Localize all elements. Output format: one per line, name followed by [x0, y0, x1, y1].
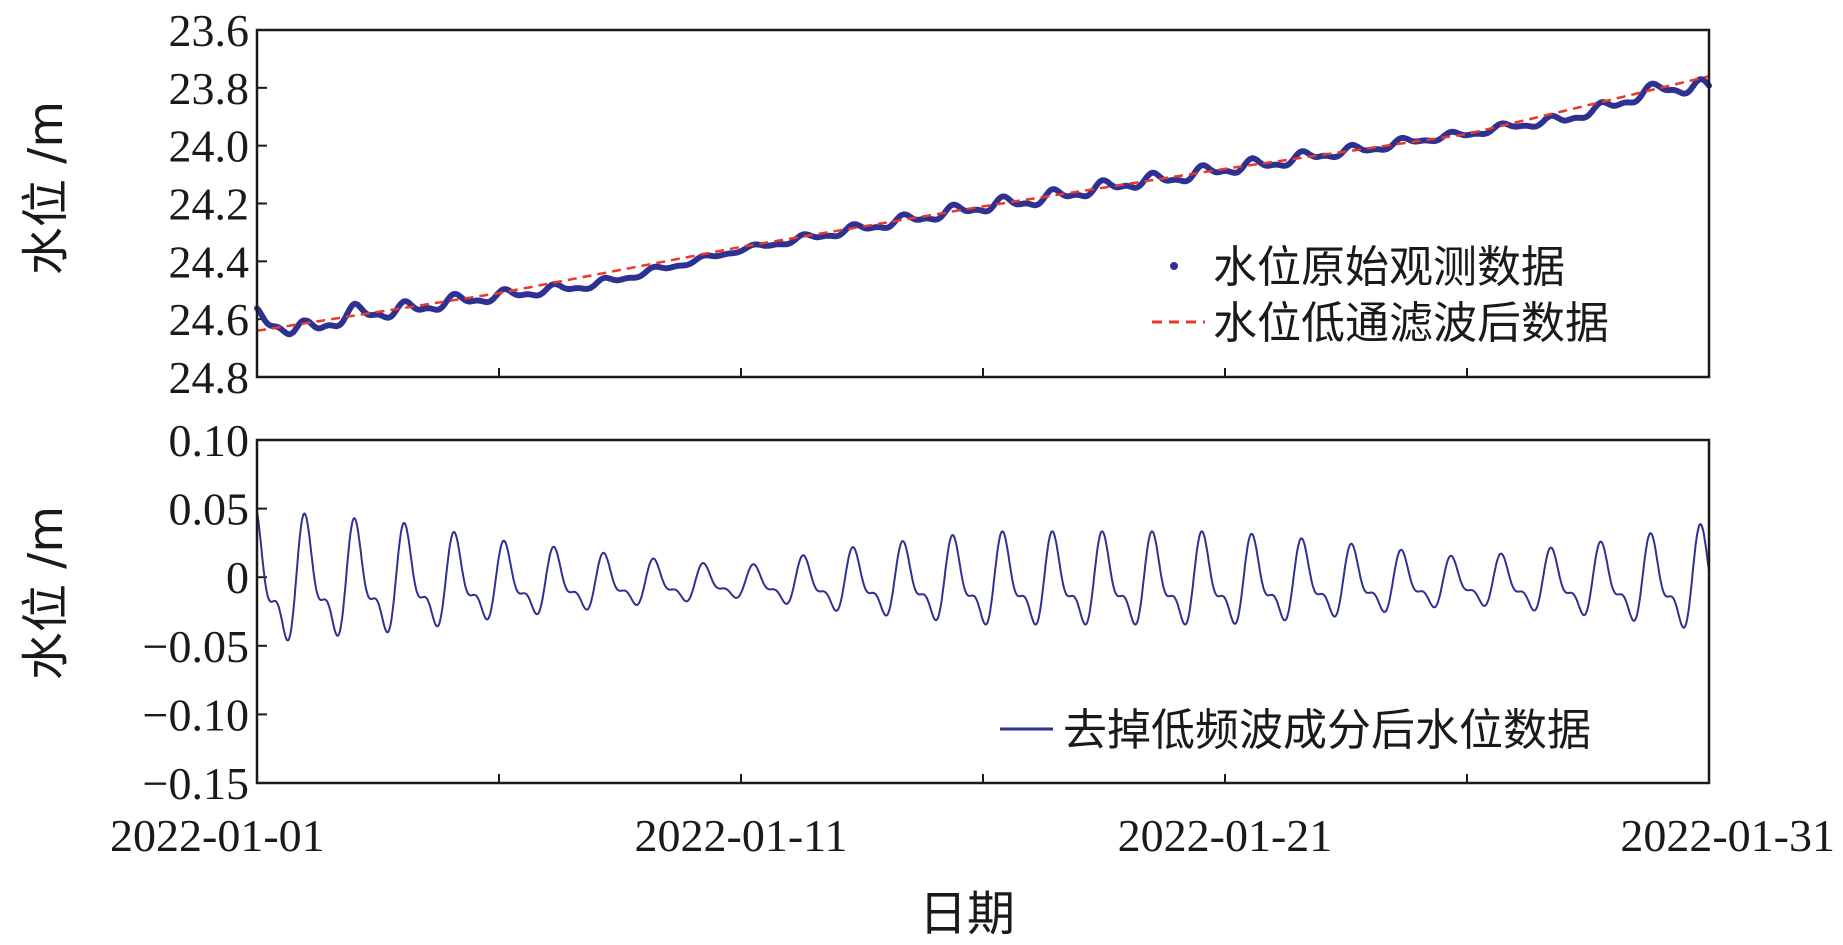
xtick-label: 2022-01-11 — [635, 810, 848, 861]
bottom-ytick-label: −0.15 — [143, 758, 249, 809]
top-legend: 水位原始观测数据 水位低通滤波后数据 — [1152, 242, 1609, 349]
bottom-xlabel: 日期 — [919, 886, 1015, 942]
top-axes-frame — [255, 28, 1711, 379]
legend-marker-dots — [1170, 262, 1178, 270]
legend-label-raw: 水位原始观测数据 — [1213, 242, 1565, 293]
top-ytick-label: 24.2 — [169, 179, 250, 230]
xtick-label: 2022-01-31 — [1620, 810, 1835, 861]
bottom-ytick-label: −0.10 — [143, 689, 249, 740]
legend-label-detrended: 去掉低频波成分后水位数据 — [1063, 705, 1591, 756]
top-plot-area — [254, 75, 1713, 338]
bottom-ytick-label: −0.05 — [143, 621, 249, 672]
series-filtered-line — [256, 75, 1710, 332]
xtick-label: 2022-01-21 — [1118, 810, 1333, 861]
bottom-ytick-label: 0.10 — [169, 415, 250, 466]
series-detrended-line — [256, 511, 1710, 642]
top-ylabel: 水位 /m — [18, 101, 74, 275]
bottom-ytick-label: 0 — [226, 552, 249, 603]
top-panel: 水位 /m 23.6 23.8 24.0 24.2 24.4 24.6 24.8 水位原始观… — [18, 5, 1713, 403]
bottom-ytick-label: 0.05 — [169, 484, 250, 535]
bottom-ytick-labels: 0.10 0.05 0 −0.05 −0.10 −0.15 — [143, 415, 249, 809]
bottom-axes-frame — [255, 438, 1711, 785]
top-ytick-label: 24.0 — [169, 121, 250, 172]
bottom-xtick-labels: 2022-01-01 2022-01-11 2022-01-21 2022-01-31 — [110, 810, 1835, 861]
bottom-ylabel: 水位 /m — [18, 506, 74, 680]
bottom-panel: 水位 /m 0.10 0.05 0 −0.05 −0.10 −0.15 去掉低频波成分后水… — [18, 415, 1835, 942]
top-ytick-label: 24.8 — [169, 352, 250, 403]
top-ytick-label: 23.6 — [169, 5, 250, 56]
bottom-legend: 去掉低频波成分后水位数据 — [1000, 705, 1591, 756]
top-ytick-label: 23.8 — [169, 63, 250, 114]
xtick-label: 2022-01-01 — [110, 810, 325, 861]
top-ytick-label: 24.6 — [169, 294, 250, 345]
top-ytick-labels: 23.6 23.8 24.0 24.2 24.4 24.6 24.8 — [169, 5, 250, 403]
bottom-plot-area — [256, 511, 1710, 642]
legend-label-filtered: 水位低通滤波后数据 — [1213, 298, 1609, 349]
top-ytick-label: 24.4 — [169, 236, 250, 287]
